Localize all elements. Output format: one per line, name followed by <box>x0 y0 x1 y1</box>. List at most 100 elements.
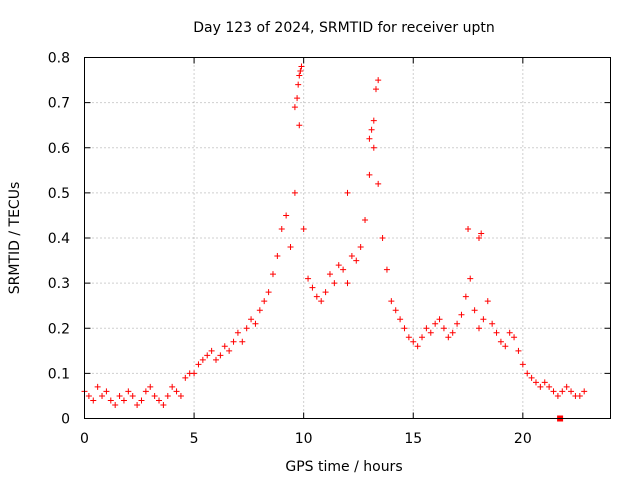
data-point <box>370 144 377 151</box>
data-point <box>173 388 180 395</box>
data-point <box>449 329 456 336</box>
data-point <box>287 244 294 251</box>
x-tick-label: 10 <box>295 431 313 447</box>
data-point <box>546 383 553 390</box>
x-axis-label: GPS time / hours <box>285 459 402 475</box>
data-point <box>326 271 333 278</box>
data-point <box>414 343 421 350</box>
data-point <box>576 392 583 399</box>
data-point <box>265 289 272 296</box>
data-point <box>300 225 307 232</box>
data-point <box>392 307 399 314</box>
x-tick-label: 15 <box>404 431 422 447</box>
x-tick-label: 20 <box>514 431 532 447</box>
y-tick-label: 0.7 <box>48 96 70 112</box>
data-point <box>103 388 110 395</box>
data-point <box>230 338 237 345</box>
data-point <box>550 388 557 395</box>
data-point <box>419 334 426 341</box>
data-point <box>309 284 316 291</box>
data-point <box>112 401 119 408</box>
data-point <box>366 171 373 178</box>
data-point <box>467 275 474 282</box>
y-tick-label: 0 <box>61 412 70 428</box>
data-point <box>581 388 588 395</box>
data-point <box>156 397 163 404</box>
data-point <box>493 329 500 336</box>
data-point <box>568 388 575 395</box>
y-tick-label: 0.1 <box>48 366 70 382</box>
data-point <box>256 307 263 314</box>
data-point <box>515 347 522 354</box>
x-tick-label: 0 <box>80 431 89 447</box>
data-point <box>239 338 246 345</box>
data-point <box>410 338 417 345</box>
y-tick-label: 0.8 <box>48 51 70 67</box>
data-point <box>348 253 355 260</box>
data-point <box>401 325 408 332</box>
data-point <box>489 320 496 327</box>
data-point <box>563 383 570 390</box>
data-point <box>296 122 303 129</box>
data-point <box>484 298 491 305</box>
data-point <box>497 338 504 345</box>
data-point <box>217 352 224 359</box>
data-point <box>322 289 329 296</box>
data-point <box>261 298 268 305</box>
data-point <box>294 95 301 102</box>
data-point <box>357 244 364 251</box>
data-point <box>368 126 375 133</box>
data-point <box>423 325 430 332</box>
data-point <box>388 298 395 305</box>
data-point <box>297 68 304 75</box>
data-point <box>511 334 518 341</box>
data-point <box>506 329 513 336</box>
data-point <box>366 135 373 142</box>
data-point <box>353 257 360 264</box>
chart-title: Day 123 of 2024, SRMTID for receiver upt… <box>193 20 495 36</box>
data-point <box>129 392 136 399</box>
data-point <box>160 401 167 408</box>
data-point <box>191 370 198 377</box>
x-tick-label: 5 <box>190 431 199 447</box>
data-point <box>528 374 535 381</box>
data-point <box>252 320 259 327</box>
data-point <box>532 379 539 386</box>
data-point <box>362 216 369 223</box>
data-points <box>81 63 588 422</box>
data-point <box>344 280 351 287</box>
data-point <box>208 347 215 354</box>
data-point <box>480 316 487 323</box>
data-point <box>405 334 412 341</box>
data-point <box>318 298 325 305</box>
data-point <box>476 235 482 241</box>
data-point <box>199 356 206 363</box>
data-point <box>213 356 219 363</box>
data-point <box>454 320 461 327</box>
data-point <box>243 325 250 332</box>
data-point <box>465 225 472 232</box>
data-point <box>440 325 447 332</box>
y-tick-label: 0.6 <box>48 141 70 157</box>
plot-frame <box>84 57 611 419</box>
y-axis-label: SRMTID / TECUs <box>7 182 23 295</box>
data-point <box>90 397 97 404</box>
data-point <box>370 117 377 124</box>
data-point <box>344 189 351 196</box>
data-point <box>177 392 184 399</box>
data-point <box>134 401 141 408</box>
data-point <box>138 397 145 404</box>
y-tick-label: 0.5 <box>48 186 70 202</box>
axis-ticks: 0 5 10 15 20 0 0.1 0.2 0.3 0.4 0.5 0.6 0.7 0.8 <box>48 51 611 447</box>
data-point <box>125 388 132 395</box>
data-point <box>471 307 478 314</box>
data-point <box>462 293 469 300</box>
data-point <box>107 397 114 404</box>
data-point <box>524 370 531 377</box>
data-point <box>85 392 92 399</box>
data-point <box>234 329 241 336</box>
data-point <box>537 383 544 390</box>
data-point <box>458 311 465 318</box>
y-tick-label: 0.2 <box>48 321 70 337</box>
